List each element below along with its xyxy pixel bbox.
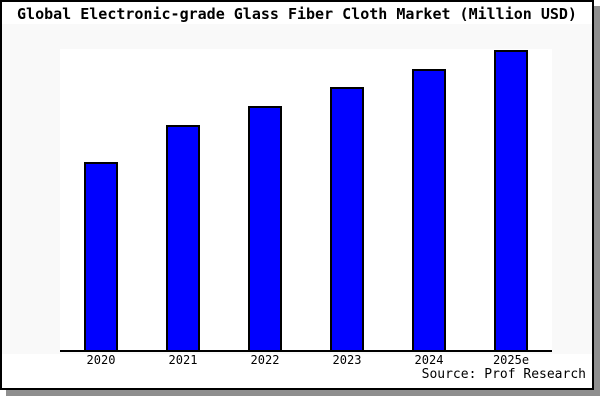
x-axis-tick-labels: 2020 2021 2022 2023 2024 2025e: [60, 353, 552, 369]
bar-2024: [412, 69, 446, 350]
chart-title: Global Electronic-grade Glass Fiber Clot…: [17, 5, 577, 23]
bar-2022: [248, 106, 282, 350]
x-tick-label-2021: 2021: [168, 353, 198, 367]
bar-2021: [166, 125, 200, 350]
x-tick-label-2024: 2024: [414, 353, 444, 367]
x-tick-label-2020: 2020: [86, 353, 116, 367]
bar-2020: [84, 162, 118, 350]
x-tick-label-2025e: 2025e: [492, 353, 530, 367]
bar-2023: [330, 87, 364, 350]
x-tick-label-2022: 2022: [250, 353, 280, 367]
bar-2025e: [494, 50, 528, 350]
source-credit: Source: Prof Research: [421, 367, 586, 382]
plot-area: [60, 49, 552, 352]
chart-card: Global Electronic-grade Glass Fiber Clot…: [0, 0, 594, 390]
x-tick-label-2023: 2023: [332, 353, 362, 367]
